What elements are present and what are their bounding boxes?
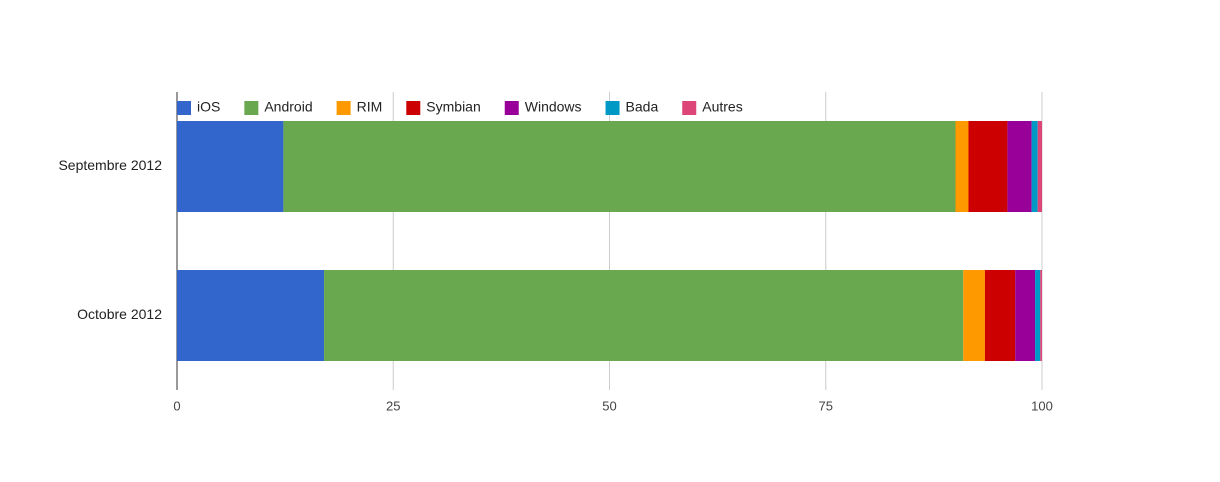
legend-label: iOS [197, 99, 220, 115]
bar-segment [177, 121, 284, 212]
y-tick-label: Octobre 2012 [77, 306, 162, 322]
x-tick-label: 0 [173, 398, 180, 413]
bar-segment [963, 270, 985, 361]
legend-label: Bada [626, 99, 659, 115]
bar-segment [1015, 270, 1036, 361]
bar-segment [1031, 121, 1038, 212]
legend-swatch [504, 101, 519, 115]
legend-label: Android [264, 99, 312, 115]
x-tick-label: 100 [1031, 398, 1053, 413]
legend-label: RIM [357, 99, 383, 115]
bar-segment [968, 121, 1008, 212]
legend-swatch [682, 101, 697, 115]
legend-label: Autres [702, 99, 742, 115]
x-tick-label: 25 [386, 398, 400, 413]
x-tick-label: 75 [819, 398, 833, 413]
legend-swatch [177, 101, 191, 115]
legend-label: Windows [525, 99, 582, 115]
x-tick-label: 50 [602, 398, 616, 413]
bar-segment [283, 121, 956, 212]
legend-label: Symbian [426, 99, 480, 115]
bar-segment [1035, 270, 1041, 361]
bar-segment [324, 270, 964, 361]
bar-segment [1007, 121, 1032, 212]
bar-segment [177, 270, 325, 361]
bar-segment [1037, 121, 1042, 212]
bar-segment [984, 270, 1016, 361]
bar-segment [1040, 270, 1042, 361]
bar-segment [955, 121, 969, 212]
legend-swatch [244, 101, 259, 115]
legend-swatch [336, 101, 351, 115]
legend-swatch [406, 101, 421, 115]
legend-swatch [605, 101, 620, 115]
y-tick-label: Septembre 2012 [58, 157, 162, 173]
